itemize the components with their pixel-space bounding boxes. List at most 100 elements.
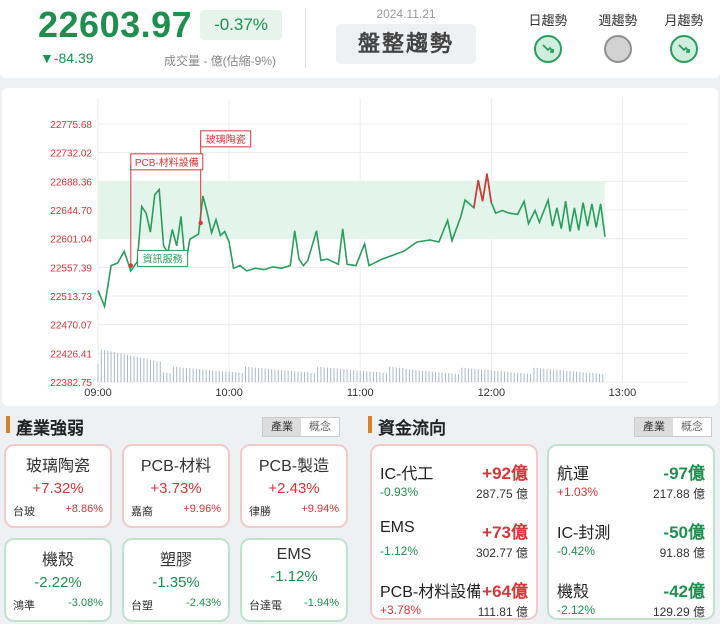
annotation-box — [137, 249, 189, 267]
flow-row[interactable]: IC-代工 +92億 -0.93% 287.75 億 — [380, 460, 528, 510]
flow-row[interactable]: 機殼 -42億 -2.12% 129.29 億 — [557, 578, 705, 624]
y-tick-label: 22601.04 — [50, 235, 92, 246]
flow-amount: -42億 — [663, 582, 705, 601]
industry-title: 產業強弱 — [6, 414, 84, 439]
y-tick-label: 22644.70 — [50, 206, 92, 217]
y-tick-label: 22513.73 — [50, 292, 92, 303]
industry-card[interactable]: 塑膠 -1.35% 台塑 -2.43% — [122, 538, 230, 622]
intraday-chart-panel: 22775.68 22732.02 22688.36 22644.70 22601.04… — [2, 88, 718, 406]
tab-industry[interactable]: 產業 — [263, 418, 301, 436]
x-tick-label: 12:00 — [478, 387, 506, 399]
index-pct-badge: -0.37% — [200, 10, 282, 40]
leading-stock-pct: +9.94% — [301, 503, 339, 515]
intraday-chart: 22775.68 22732.02 22688.36 22644.70 22601.04… — [50, 98, 688, 399]
flow-industry-name: 航運 — [557, 466, 590, 483]
y-tick-label: 22382.75 — [50, 378, 92, 389]
y-tick-label: 22470.07 — [50, 321, 92, 332]
flow-amount: +92億 — [482, 464, 528, 483]
flow-volume: 287.75 億 — [475, 487, 528, 501]
y-tick-label: 22557.39 — [50, 263, 92, 274]
daily-trend-tab[interactable]: 日趨勢 — [518, 10, 578, 63]
x-tick-label: 10:00 — [215, 387, 243, 399]
weekly-trend-tab[interactable]: 週趨勢 — [588, 10, 648, 63]
x-tick-label: 13:00 — [609, 387, 637, 399]
y-tick-label: 22732.02 — [50, 149, 92, 160]
y-tick-label: 22775.68 — [50, 120, 92, 131]
range-band — [98, 181, 605, 239]
outflow-card[interactable]: 航運 -97億 +1.03% 217.88 億 IC-封測 -50億 -0.42% 91.88… — [547, 444, 715, 620]
industry-pct: +3.73% — [150, 480, 202, 497]
leading-stock-pct: -2.43% — [186, 597, 221, 609]
flow-volume: 302.77 億 — [475, 546, 528, 560]
industry-card[interactable]: PCB-製造 +2.43% 律勝 +9.94% — [240, 444, 348, 528]
flow-row[interactable]: 航運 -97億 +1.03% 217.88 億 — [557, 460, 705, 510]
price-line — [97, 173, 606, 310]
industry-name: EMS — [276, 546, 312, 563]
flow-volume: 111.81 億 — [477, 605, 528, 619]
flow-row[interactable]: PCB-材料設備 +64億 +3.78% 111.81 億 — [380, 578, 528, 624]
flow-row[interactable]: EMS +73億 -1.12% 302.77 億 — [380, 519, 528, 569]
industry-name: PCB-製造 — [258, 458, 330, 475]
industry-card[interactable]: EMS -1.12% 台達電 -1.94% — [240, 538, 348, 622]
industry-pct: +2.43% — [268, 480, 320, 497]
leading-stock-pct: +8.86% — [65, 503, 103, 515]
tab-concept[interactable]: 概念 — [301, 418, 339, 436]
annotation-box — [200, 130, 252, 148]
trend-down-icon — [670, 35, 698, 63]
industry-name: 機殼 — [41, 552, 74, 569]
flow-industry-name: EMS — [380, 519, 415, 536]
industry-name: 玻璃陶瓷 — [25, 458, 90, 475]
leading-stock: 律勝 — [249, 506, 271, 518]
price-peak-segment — [473, 173, 493, 208]
flow-row[interactable]: IC-封測 -50億 -0.42% 91.88 億 — [557, 519, 705, 569]
annotation-dot — [198, 220, 203, 226]
industry-card[interactable]: 機殼 -2.22% 鴻準 -3.08% — [4, 538, 112, 622]
flow-pct: +3.78% — [380, 603, 422, 617]
industry-pct: +7.32% — [32, 480, 84, 497]
flow-amount: -97億 — [663, 464, 705, 483]
leading-stock-pct: +9.96% — [183, 503, 221, 515]
monthly-trend-label: 月趨勢 — [664, 13, 704, 28]
index-header: 22603.97 -0.37% ▼-84.39 成交量 - 億(估縮-9%) 2… — [0, 0, 720, 78]
flow-volume: 129.29 億 — [652, 605, 705, 619]
leading-stock: 嘉裔 — [131, 506, 153, 518]
monthly-trend-tab[interactable]: 月趨勢 — [654, 10, 714, 63]
leading-stock: 台玻 — [13, 506, 35, 518]
industry-tabs: 產業 概念 — [262, 417, 340, 437]
annotation-label: 玻璃陶瓷 — [206, 133, 246, 146]
flow-industry-name: IC-代工 — [380, 466, 434, 483]
flow-amount: +73億 — [482, 523, 528, 542]
industry-name: PCB-材料 — [140, 458, 212, 475]
tab-industry[interactable]: 產業 — [635, 418, 673, 436]
flow-title: 資金流向 — [368, 414, 446, 439]
flow-industry-name: 機殼 — [557, 584, 590, 601]
leading-stock: 台塑 — [131, 600, 153, 612]
flow-amount: -50億 — [663, 523, 705, 542]
weekly-trend-label: 週趨勢 — [598, 13, 638, 28]
flow-volume: 217.88 億 — [652, 487, 705, 501]
industry-card[interactable]: PCB-材料 +3.73% 嘉裔 +9.96% — [122, 444, 230, 528]
header-divider — [305, 8, 306, 68]
inflow-card[interactable]: IC-代工 +92億 -0.93% 287.75 億 EMS +73億 -1.12% 302.… — [370, 444, 538, 620]
flow-pct: -0.93% — [380, 485, 419, 499]
industry-card[interactable]: 玻璃陶瓷 +7.32% 台玻 +8.86% — [4, 444, 112, 528]
index-price: 22603.97 — [38, 4, 193, 45]
flow-pct: -0.42% — [557, 544, 596, 558]
x-tick-label: 09:00 — [84, 387, 112, 399]
flow-tabs: 產業 概念 — [634, 417, 712, 437]
y-tick-label: 22426.41 — [50, 349, 92, 360]
industry-pct: -1.35% — [152, 574, 200, 591]
leading-stock: 台達電 — [249, 600, 282, 612]
trend-status: 盤整趨勢 — [336, 24, 476, 64]
industry-pct: -1.12% — [270, 568, 318, 585]
annotation-box — [130, 153, 204, 171]
flow-pct: -1.12% — [380, 544, 419, 558]
annotation-label: 資訊服務 — [143, 252, 183, 265]
industry-pct: -2.22% — [34, 574, 82, 591]
annotation-label: PCB-材料設備 — [135, 156, 199, 169]
leading-stock-pct: -1.94% — [304, 597, 339, 609]
leading-stock-pct: -3.08% — [68, 597, 103, 609]
index-change: ▼-84.39 — [40, 50, 94, 66]
tab-concept[interactable]: 概念 — [673, 418, 711, 436]
flow-pct: -2.12% — [557, 603, 596, 617]
